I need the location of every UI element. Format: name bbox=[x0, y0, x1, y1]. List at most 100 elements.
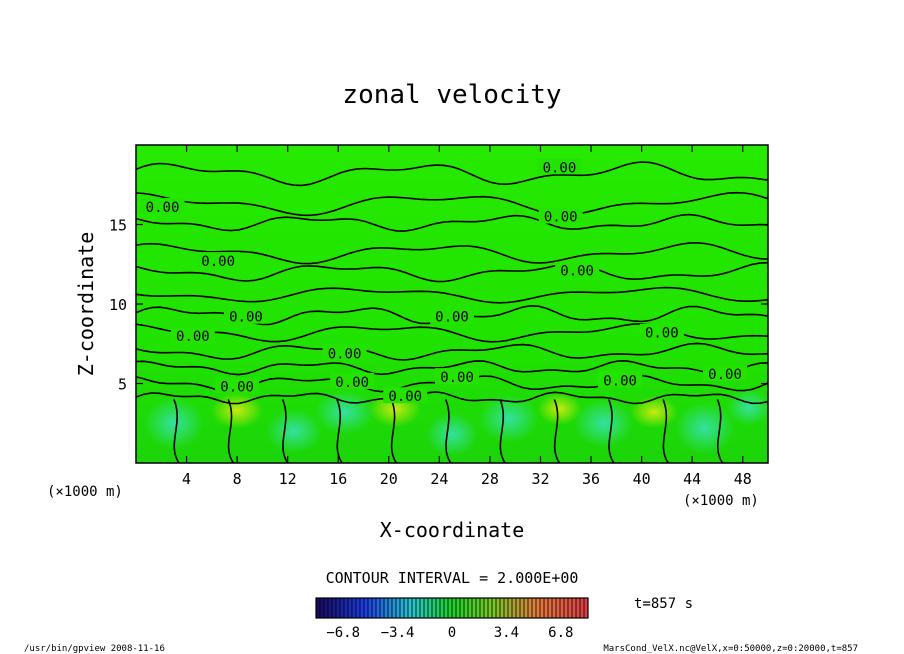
contour-label: 0.00 bbox=[435, 310, 469, 326]
contour-line bbox=[499, 399, 506, 463]
colorbar-swatch bbox=[444, 598, 449, 618]
y-tick-label: 15 bbox=[109, 217, 127, 235]
chart-title: zonal velocity bbox=[342, 80, 561, 110]
contour-label: 0.00 bbox=[146, 200, 180, 216]
colorbar: −6.8 −3.4 0 3.4 6.8 bbox=[315, 597, 589, 641]
contour-label: 0.00 bbox=[388, 389, 422, 405]
contour-label-bg bbox=[703, 364, 748, 381]
colorbar-swatch bbox=[572, 598, 577, 618]
contour-line bbox=[136, 391, 768, 405]
contour-line bbox=[136, 286, 768, 304]
contour-line bbox=[136, 261, 768, 283]
colorbar-tick-label: 3.4 bbox=[494, 625, 519, 641]
heatmap-anomaly bbox=[426, 412, 478, 457]
x-tick-label: 12 bbox=[279, 470, 297, 488]
colorbar-swatch bbox=[348, 598, 353, 618]
y-tick-label: 10 bbox=[109, 296, 127, 314]
contour-line bbox=[227, 399, 235, 463]
colorbar-swatch bbox=[352, 598, 357, 618]
footer-left: /usr/bin/gpview 2008-11-16 bbox=[24, 644, 165, 654]
colorbar-swatch bbox=[552, 598, 557, 618]
colorbar-swatch bbox=[436, 598, 441, 618]
colorbar-swatch bbox=[392, 598, 397, 618]
contour-interval-label: CONTOUR INTERVAL = 2.000E+00 bbox=[326, 569, 579, 587]
colorbar-swatch bbox=[388, 598, 393, 618]
colorbar-swatch bbox=[496, 598, 501, 618]
x-tick-label: 16 bbox=[329, 470, 347, 488]
contour-line bbox=[336, 399, 343, 463]
contour-line bbox=[136, 342, 768, 361]
contour-line bbox=[716, 399, 724, 463]
colorbar-swatch bbox=[556, 598, 561, 618]
colorbar-tick-label: −6.8 bbox=[326, 625, 360, 641]
colorbar-swatch bbox=[472, 598, 477, 618]
heatmap-anomaly bbox=[266, 409, 322, 454]
y-axis: 5 10 15 bbox=[109, 217, 768, 394]
colorbar-swatch bbox=[428, 598, 433, 618]
heatmap-anomaly bbox=[143, 397, 204, 450]
contour-label-bg bbox=[140, 198, 185, 215]
colorbar-frame bbox=[315, 597, 589, 619]
colorbar-swatch bbox=[488, 598, 493, 618]
colorbar-swatch bbox=[480, 598, 485, 618]
colorbar-swatch bbox=[456, 598, 461, 618]
colorbar-swatch bbox=[576, 598, 581, 618]
colorbar-swatch bbox=[380, 598, 385, 618]
x-tick-label: 4 bbox=[182, 470, 191, 488]
contour-label-bg bbox=[555, 261, 600, 278]
colorbar-swatch bbox=[544, 598, 549, 618]
x-axis-label: X-coordinate bbox=[380, 518, 525, 542]
contour-line bbox=[173, 399, 180, 463]
plot-area: 0.00 0.00 0.00 0.00 0.00 0.00 0.00 0.00 0.00 0.00… bbox=[135, 144, 769, 464]
contour-label: 0.00 bbox=[220, 380, 254, 396]
contour-line bbox=[553, 399, 561, 463]
colorbar-swatch bbox=[476, 598, 481, 618]
heatmap-anomaly bbox=[573, 399, 634, 448]
colorbar-tick-label: 0 bbox=[448, 625, 456, 641]
colorbar-swatch bbox=[440, 598, 445, 618]
contour-label-bg bbox=[215, 377, 260, 394]
x-tick-label: 24 bbox=[430, 470, 448, 488]
colorbar-swatch bbox=[400, 598, 405, 618]
colorbar-swatch bbox=[584, 598, 589, 618]
colorbar-swatch bbox=[364, 598, 369, 618]
colorbar-swatch bbox=[564, 598, 569, 618]
x-tick-label: 48 bbox=[734, 470, 752, 488]
contour-line bbox=[136, 213, 768, 232]
heatmap-anomaly bbox=[630, 396, 679, 429]
colorbar-swatch bbox=[360, 598, 365, 618]
colorbar-swatch bbox=[344, 598, 349, 618]
contour-line bbox=[607, 399, 615, 463]
colorbar-swatch bbox=[508, 598, 513, 618]
colorbar-swatch bbox=[580, 598, 585, 618]
colorbar-swatch bbox=[356, 598, 361, 618]
colorbar-swatch bbox=[464, 598, 469, 618]
contour-label: 0.00 bbox=[645, 326, 679, 342]
colorbar-swatch bbox=[448, 598, 453, 618]
colorbar-swatch bbox=[424, 598, 429, 618]
contour-line bbox=[390, 399, 398, 463]
contour-line bbox=[444, 399, 452, 463]
colorbar-tick-label: −3.4 bbox=[381, 625, 415, 641]
x-tick-label: 20 bbox=[380, 470, 398, 488]
colorbar-swatch bbox=[332, 598, 337, 618]
colorbar-swatch bbox=[460, 598, 465, 618]
heatmap-anomaly bbox=[314, 390, 375, 435]
colorbar-swatch bbox=[432, 598, 437, 618]
heatmap-anomaly bbox=[727, 389, 768, 426]
colorbar-swatch bbox=[376, 598, 381, 618]
heatmap-anomaly bbox=[478, 394, 539, 443]
contour-label-bg bbox=[435, 368, 480, 385]
contour-label-bg bbox=[383, 387, 428, 404]
colorbar-swatch bbox=[336, 598, 341, 618]
colorbar-swatch bbox=[372, 598, 377, 618]
contour-line bbox=[136, 161, 768, 187]
contour-label: 0.00 bbox=[201, 254, 235, 270]
contour-label: 0.00 bbox=[229, 310, 263, 326]
contour-label-bg bbox=[322, 344, 367, 361]
x-unit-left: (×1000 m) bbox=[47, 484, 123, 500]
contour-label-bg bbox=[170, 326, 215, 343]
contour-label: 0.00 bbox=[328, 346, 362, 362]
x-tick-label: 40 bbox=[633, 470, 651, 488]
